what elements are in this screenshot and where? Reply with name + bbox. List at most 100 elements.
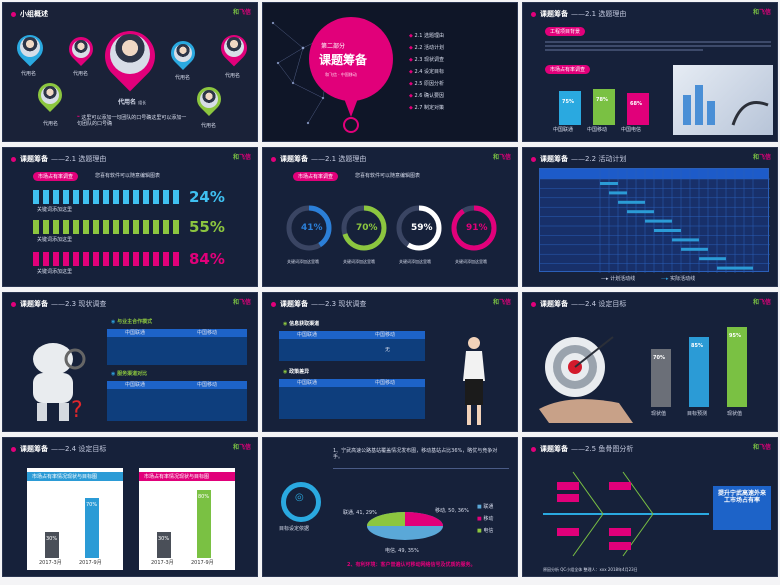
bar-label: 中国电信 [621,127,642,133]
gantt-task-bar [717,266,753,270]
badge-icon: ◎ [295,492,304,503]
bar-label: 中国联通 [553,127,574,133]
brand-logo: 和飞信 [752,299,771,306]
slide-header: 小组概述 [11,9,48,19]
slide-thumbnail-2[interactable]: 第二部分 课题筹备 和飞信 · 中国移动 ◆ 2.1 选题理由 ◆ 2.2 活动… [262,2,518,142]
slide-header: 课题筹备 ——2.3 现状调查 [11,299,106,309]
toc-item[interactable]: ◆ 2.6 确认要因 [409,93,445,99]
quote-icon: ❝ [77,115,80,121]
section-title: 课题筹备 [319,53,368,67]
fishbone-diagram [543,471,709,557]
result-text: 提升宁武高速外来工市场占有率 [717,490,766,505]
brand-logo: 和飞信 [232,299,251,306]
ring-percent-4: 91% [466,223,488,233]
businesswoman-graphic [463,337,485,425]
ring-label-3: 关键词添加这里哦 [399,259,431,264]
slide-thumbnail-8[interactable]: 课题筹备 ——2.3 现状调查 和飞信 ◉ 信息获取渠道 中国联通 中国移动 无 ◉… [262,292,518,432]
slide-thumbnail-5[interactable]: 课题筹备 ——2.1 选题理由 和飞信 市场占有率调查 您喜有软件可以随意编辑图表… [262,147,518,287]
toc-item[interactable]: ◆ 2.7 制定对策 [409,105,445,111]
brand-logo: 和飞信 [752,444,771,451]
row-label-1: 关键词添加这里 [37,207,73,213]
card2-bar-2: 80% [197,490,211,558]
toc-item[interactable]: ◆ 2.3 现状调查 [409,57,445,63]
slide-header: 课题筹备 ——2.2 活动计划 [531,154,626,164]
bullet-icon [531,11,536,17]
target-icon: ◉ [111,371,116,377]
bar-label: 现状值 [651,411,667,417]
row-percent-1: 24% [189,188,225,206]
slide-thumbnail-4[interactable]: 课题筹备 ——2.1 选题理由 和飞信 市场占有率调查 您喜有软件可以随意编辑图表… [2,147,258,287]
toc-bullet-icon: ◆ [409,105,413,111]
member-avatar-3 [41,86,59,104]
bullet-icon [11,446,16,452]
section-pin-point [343,117,359,133]
ring-label-2: 关键词添加这里哦 [343,259,375,264]
plan-line-icon: —▸ [601,276,609,282]
target-icon: ◉ [111,319,116,325]
share-chart: 75% 78% 68% [553,77,663,125]
ring-percent-1: 41% [301,223,323,233]
badge-label: 目标设定依据 [279,526,310,532]
slide-thumbnail-6[interactable]: 课题筹备 ——2.2 活动计划 和飞信 —▸ 计划活动线 —▸ 实际活动线 [522,147,778,287]
compare-table-1: 中国联通 中国移动 [107,329,247,365]
bullet-icon [11,301,16,307]
slide-header: 课题筹备 ——2.1 选题理由 [271,154,366,164]
bar-label: 中国移动 [587,127,608,133]
member-name-5: 代用名 [225,73,241,79]
slide-header: 课题筹备 ——2.1 选题理由 [11,154,106,164]
member-name-3: 代用名 [43,121,59,127]
ring-arc [451,205,497,251]
ring-charts [286,205,497,251]
slice-label-2: 移动, 50, 36% [435,508,469,514]
slide-thumbnail-9[interactable]: 课题筹备 ——2.4 设定目标 和飞信 70% 85% 95% 现状值 目标预测 … [522,292,778,432]
empty-cell: 无 [385,347,391,353]
actual-line-icon: —▸ [661,276,669,282]
bullet-icon [531,156,536,162]
chart-card-1: 市场占有率情况现状与目标图 30% 70% 2017-3月 2017-9月 [27,468,123,570]
brand-logo: 和飞信 [492,154,511,161]
slice-label-1: 联通, 41, 29% [343,510,377,516]
gantt-task-bar [654,229,681,232]
toc-bullet-icon: ◆ [409,93,413,99]
part-label: 第二部分 [321,43,346,50]
slide-thumbnail-12[interactable]: 课题筹备 ——2.5 鱼骨图分析 和飞信 提升宁武高速外来工市场占有率 原因分析 … [522,437,778,577]
legend-actual: —▸ 实际活动线 [661,276,696,282]
toc-item[interactable]: ◆ 2.2 活动计划 [409,45,445,51]
member-name-1: 代用名 [21,71,37,77]
slide-header: 课题筹备 ——2.3 现状调查 [271,299,366,309]
bullet-icon [271,301,276,307]
gantt-task-bar [681,247,708,251]
slide-thumbnail-10[interactable]: 课题筹备 ——2.4 设定目标 和飞信 市场占有率情况现状与目标图 30% 70%… [2,437,258,577]
slide-header: 课题筹备 ——2.1 选题理由 [531,9,626,19]
member-name-4: 代用名 [175,75,191,81]
slide-thumbnail-11[interactable]: 1、宁武高速公路基站覆盖情况发布图，移动基站占比36%，略优与竞争对手。 ◎ 目… [262,437,518,577]
section-pin-tail [342,93,360,117]
slide-thumbnail-3[interactable]: 课题筹备 ——2.1 选题理由 和飞信 工程项目背景 市场占有率调查 75% 78… [522,2,778,142]
gantt-task-bar [618,200,645,204]
background-text [545,39,771,53]
toc-item[interactable]: ◆ 2.5 原因分析 [409,81,445,87]
slide-header: 课题筹备 ——2.5 鱼骨图分析 [531,444,633,454]
bullet-icon [531,446,536,452]
magnifier-figure-graphic: ? [33,343,86,423]
section-title-pin [309,17,393,101]
slide-thumbnail-1[interactable]: 小组概述 和飞信 代用名 代用名 代用名 代用名 组长 代用名 代用名 代用名 … [2,2,258,142]
point-2: 2、有利环境：客户普遍认可移动网络信号及优质的服务。 [347,562,476,568]
slide-thumbnail-7[interactable]: 课题筹备 ——2.3 现状调查 和飞信 ? ◉ 与业主合作模式 中国联通 中国移动 … [2,292,258,432]
bullet-icon [271,156,276,162]
slide-header: 课题筹备 ——2.4 设定目标 [531,299,626,309]
section-note: 您喜有软件可以随意编辑图表 [95,173,161,179]
bar-target: 85% [689,337,709,407]
gantt-table [539,168,770,273]
toc-item[interactable]: ◆ 2.4 设定目标 [409,69,445,75]
ring-label-4: 关键词添加这里哦 [455,259,487,264]
bar-achieved: 95% [727,327,747,407]
card2-bar-1: 30% [157,532,171,558]
member-avatar-1 [20,37,40,57]
bar-unicom: 75% [559,91,581,125]
member-avatar-6 [200,90,218,108]
toc-item[interactable]: ◆ 2.1 选题理由 [409,33,445,39]
pictogram-row-2 [33,220,183,234]
team-slogan: ❝ 这里可以添加一句团队的口号确这里可以添加一句团队的口号确 [77,115,187,127]
block-title-2: ◉ 服务渠道对比 [111,371,148,377]
